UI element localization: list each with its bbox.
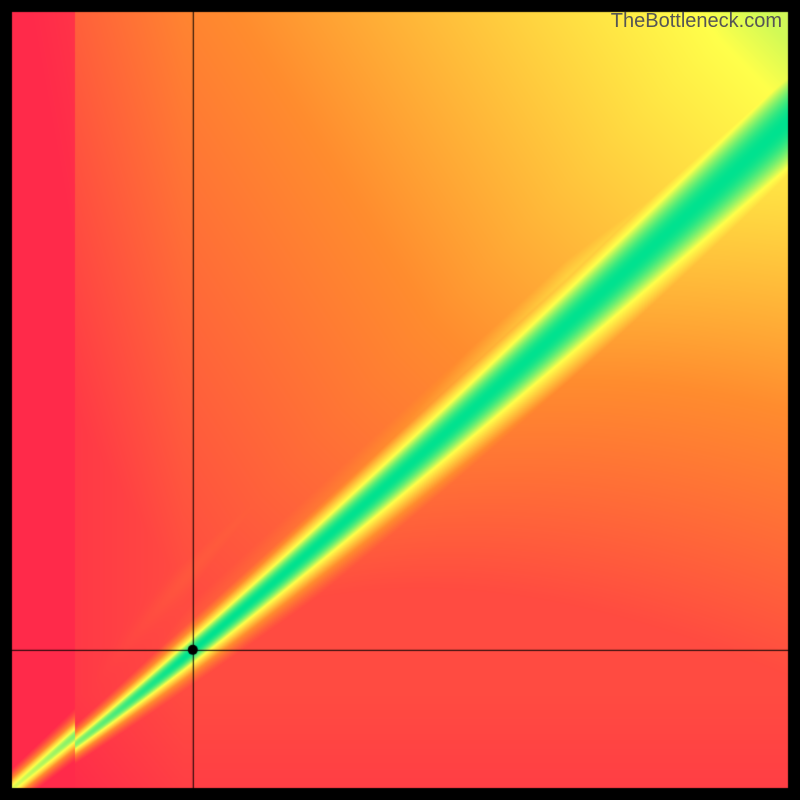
chart-container: TheBottleneck.com	[0, 0, 800, 800]
heatmap-canvas	[0, 0, 800, 800]
attribution-text: TheBottleneck.com	[611, 10, 782, 33]
